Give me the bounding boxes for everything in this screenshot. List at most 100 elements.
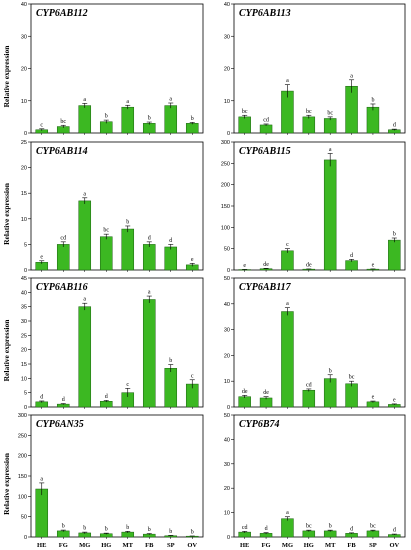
bar (302, 530, 316, 538)
y-tick-label: 10 (224, 379, 230, 385)
panel-cyp6ab113: CYP6AB113 0 10 20 30 40 bc cd a bc bc a b d (224, 2, 406, 137)
significance-label: c (191, 373, 194, 379)
significance-label: bc (327, 110, 333, 116)
y-tick-label: 5 (24, 391, 27, 397)
bar (259, 397, 273, 408)
x-category-label: OV (187, 542, 197, 549)
significance-label: bc (370, 524, 376, 530)
y-tick-label: 40 (21, 290, 27, 296)
significance-label: c (126, 382, 129, 388)
x-category-label: SP (369, 542, 377, 549)
plot-frame (30, 141, 204, 271)
bar (35, 488, 49, 538)
bar (164, 246, 178, 271)
y-tick-label: 30 (224, 462, 230, 468)
bar (78, 105, 92, 134)
bar (345, 260, 358, 271)
x-category-label: MG (79, 542, 90, 549)
bar (142, 123, 156, 134)
bar (164, 105, 178, 134)
x-category-label: MT (123, 542, 134, 549)
significance-label: cd (306, 382, 312, 388)
y-tick-label: 15 (21, 191, 27, 197)
y-tick-label: 20 (21, 67, 27, 73)
significance-label: cd (242, 525, 248, 531)
y-tick-label: 0 (227, 131, 230, 137)
significance-label: d (350, 253, 353, 259)
bar (323, 378, 337, 408)
y-tick-label: 100 (18, 494, 27, 500)
panel-cyp6ab114: CYP6AB114 0 5 10 15 20 25 Relative expression e c… (2, 140, 204, 274)
plot-frame (30, 3, 204, 134)
plot-frame (233, 414, 406, 538)
significance-label: de (263, 390, 269, 396)
y-tick-label: 30 (21, 34, 27, 40)
bar (238, 396, 251, 408)
bar (366, 106, 380, 134)
bar (121, 106, 135, 134)
y-tick-label: 0 (227, 405, 230, 411)
significance-label: b (126, 219, 129, 225)
y-tick-label: 10 (224, 511, 230, 517)
x-category-label: OV (389, 542, 399, 549)
y-tick-label: 20 (224, 486, 230, 492)
significance-label: a (329, 147, 332, 153)
panel-cyp6an35: CYP6AN35 0 50 100 150 200 250 300 Relative expre… (2, 413, 204, 549)
y-axis-label: Relative expression (2, 319, 11, 382)
bar (345, 383, 358, 408)
significance-label: d (62, 397, 65, 403)
x-category-label: FG (262, 542, 271, 549)
bar (302, 116, 316, 134)
y-tick-label: 150 (18, 474, 27, 480)
panel-title: CYP6AB116 (36, 282, 88, 293)
y-tick-label: 45 (21, 276, 27, 282)
y-tick-label: 50 (224, 247, 230, 253)
bar (121, 228, 135, 271)
y-axis-label: Relative expression (2, 452, 11, 515)
bar (366, 530, 380, 538)
y-tick-label: 0 (24, 405, 27, 411)
y-tick-label: 0 (24, 268, 27, 274)
plot-frame (30, 277, 204, 408)
significance-label: b (169, 529, 172, 535)
plot-frame (233, 141, 406, 271)
y-tick-label: 35 (21, 305, 27, 311)
significance-label: cd (263, 117, 269, 123)
y-tick-label: 20 (21, 166, 27, 172)
significance-label: de (263, 262, 269, 268)
significance-label: c (286, 242, 289, 248)
y-tick-label: 20 (21, 348, 27, 354)
plot-frame (233, 3, 406, 134)
y-tick-label: 15 (21, 362, 27, 368)
panel-cyp6ab116: CYP6AB116 0 5 10 15 20 25 30 35 40 45 Relative expr… (2, 276, 204, 411)
y-tick-label: 0 (24, 131, 27, 137)
y-tick-label: 50 (224, 276, 230, 282)
bar (56, 530, 70, 538)
significance-label: b (371, 97, 374, 103)
y-tick-label: 10 (224, 99, 230, 105)
y-tick-label: 40 (21, 2, 27, 8)
significance-label: e (372, 262, 375, 268)
y-tick-label: 10 (21, 99, 27, 105)
y-tick-label: 0 (227, 268, 230, 274)
significance-label: d (169, 238, 172, 244)
y-tick-label: 5 (24, 242, 27, 248)
bar (142, 299, 156, 408)
significance-label: e (191, 257, 194, 263)
y-tick-label: 30 (224, 328, 230, 334)
y-tick-label: 30 (21, 319, 27, 325)
y-axis-label: Relative expression (2, 45, 11, 108)
bar (164, 368, 178, 408)
significance-label: de (242, 389, 248, 395)
significance-label: a (286, 301, 289, 307)
bar (99, 121, 113, 134)
significance-label: cd (60, 235, 66, 241)
y-tick-label: 20 (224, 353, 230, 359)
significance-label: b (62, 524, 65, 530)
bar (99, 236, 113, 271)
significance-label: bc (349, 375, 355, 381)
x-category-label: MG (282, 542, 293, 549)
y-tick-label: 300 (18, 413, 27, 419)
significance-label: a (148, 290, 151, 296)
